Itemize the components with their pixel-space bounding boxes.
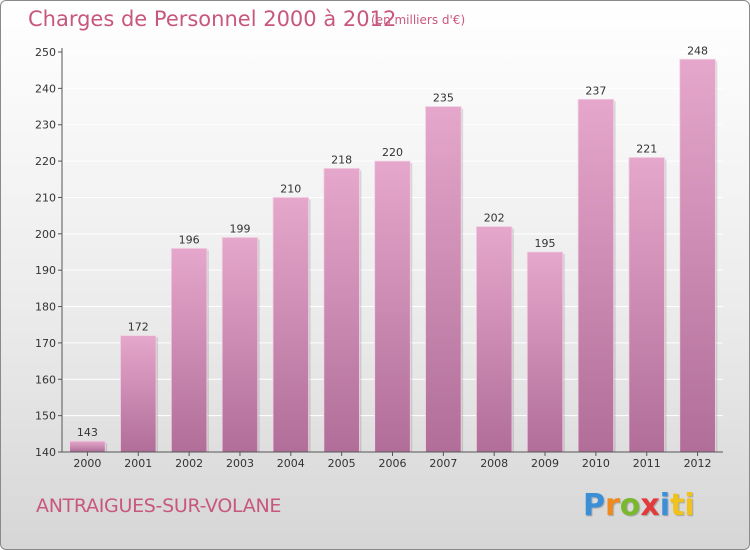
x-tick-label: 2005	[328, 457, 356, 470]
bar	[69, 440, 106, 453]
bar-value-label: 172	[128, 321, 149, 334]
bar-value-label: 195	[535, 237, 556, 250]
axes: 140 150 160 170 180 190 200 210 220 230 240 250 2000…	[35, 46, 723, 470]
bar	[170, 247, 208, 453]
y-tick-label: 250	[35, 46, 56, 59]
commune-name: ANTRAIGUES-SUR-VOLANE	[36, 495, 282, 517]
x-tick-label: 2006	[379, 457, 407, 470]
y-tick-label: 170	[35, 337, 56, 350]
bar	[120, 335, 157, 453]
logo-letter: r	[605, 488, 620, 523]
y-tick-label: 190	[35, 264, 56, 277]
bar-value-label: 210	[280, 182, 301, 195]
bar	[425, 106, 462, 453]
x-tick-label: 2000	[73, 457, 101, 470]
x-tick-label: 2009	[531, 457, 559, 470]
bar	[679, 58, 716, 453]
bar	[323, 167, 360, 453]
bar-value-label: 202	[484, 212, 505, 225]
bar-value-label: 199	[229, 222, 250, 235]
x-tick-label: 2010	[582, 457, 610, 470]
bar-value-label: 220	[382, 146, 403, 159]
y-tick-label: 140	[35, 446, 56, 459]
data-labels: 143 172 196 199 210 218 220 235 202 195 237 221 248	[77, 44, 708, 439]
logo-letter: i	[659, 488, 671, 523]
bar	[577, 98, 615, 453]
y-tick-label: 230	[35, 119, 56, 132]
logo-letter: x	[640, 488, 660, 523]
bar-value-label: 218	[331, 153, 352, 166]
y-tick-label: 160	[35, 373, 56, 386]
proxiti-logo: Proxiti	[583, 488, 695, 523]
bar	[221, 237, 259, 453]
bar-value-label: 196	[179, 233, 200, 246]
y-tick-label: 180	[35, 301, 56, 314]
bar-value-label: 221	[636, 142, 657, 155]
x-tick-label: 2011	[633, 457, 661, 470]
logo-letter: P	[583, 488, 605, 523]
y-tick-label: 210	[35, 191, 56, 204]
x-tick-label: 2012	[684, 457, 712, 470]
y-tick-label: 200	[35, 228, 56, 241]
bar-value-label: 248	[687, 44, 708, 57]
y-tick-label: 220	[35, 155, 56, 168]
y-tick-label: 150	[35, 410, 56, 423]
bar-value-label: 237	[585, 84, 606, 97]
y-tick-label: 240	[35, 82, 56, 95]
bar	[628, 157, 665, 453]
bar	[374, 160, 411, 453]
x-tick-label: 2007	[429, 457, 457, 470]
bar	[475, 226, 513, 453]
bar-value-label: 235	[433, 92, 454, 105]
bar	[526, 251, 564, 453]
x-tick-label: 2001	[124, 457, 152, 470]
logo-letter: ti	[670, 488, 695, 523]
x-tick-label: 2008	[480, 457, 508, 470]
x-tick-label: 2003	[226, 457, 254, 470]
chart-unit: (en milliers d'€)	[371, 13, 466, 27]
x-tick-label: 2004	[277, 457, 305, 470]
bar	[272, 197, 310, 453]
bar-value-label: 143	[77, 426, 98, 439]
logo-letter: o	[619, 488, 641, 523]
chart-title: Charges de Personnel 2000 à 2012	[28, 7, 397, 31]
x-tick-label: 2002	[175, 457, 203, 470]
bars	[69, 58, 718, 453]
